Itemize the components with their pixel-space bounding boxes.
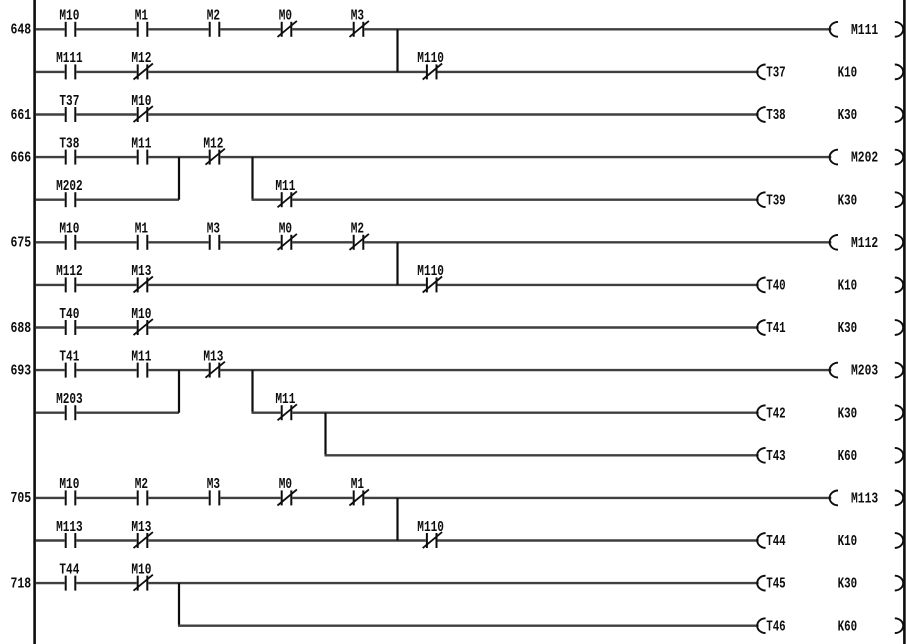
svg-text:M111: M111 [56,50,83,67]
svg-text:M10: M10 [59,221,79,238]
svg-text:T41: T41 [766,320,786,337]
svg-text:705: 705 [11,490,32,507]
svg-text:K30: K30 [838,192,858,209]
svg-text:T37: T37 [59,93,79,110]
svg-text:M113: M113 [851,491,878,508]
svg-text:T46: T46 [766,618,786,635]
svg-text:666: 666 [11,149,32,166]
svg-text:T44: T44 [59,561,79,578]
svg-text:T45: T45 [766,576,786,593]
svg-text:M110: M110 [417,519,444,536]
svg-text:M202: M202 [851,150,878,167]
svg-text:M3: M3 [207,221,220,238]
svg-text:M2: M2 [207,8,220,25]
svg-text:648: 648 [11,22,32,39]
svg-text:M110: M110 [417,50,444,67]
svg-text:T40: T40 [59,306,79,323]
svg-text:K10: K10 [838,65,858,82]
svg-text:M0: M0 [279,221,292,238]
svg-text:M10: M10 [59,476,79,493]
svg-text:M12: M12 [131,50,151,67]
svg-text:M0: M0 [279,476,292,493]
svg-text:T42: T42 [766,405,786,422]
svg-text:M11: M11 [275,391,295,408]
svg-text:M11: M11 [131,135,151,152]
svg-text:T37: T37 [766,65,786,82]
svg-text:M10: M10 [131,561,151,578]
svg-text:T38: T38 [59,135,79,152]
svg-text:M1: M1 [135,221,148,238]
svg-text:T43: T43 [766,448,786,465]
svg-text:K30: K30 [838,320,858,337]
svg-text:K30: K30 [838,576,858,593]
svg-text:K10: K10 [838,278,858,295]
svg-text:M203: M203 [56,391,83,408]
svg-text:K30: K30 [838,405,858,422]
svg-text:M3: M3 [351,8,364,25]
svg-text:M1: M1 [135,8,148,25]
svg-text:M12: M12 [203,135,223,152]
svg-text:688: 688 [11,320,32,337]
svg-text:M112: M112 [56,263,83,280]
svg-text:M11: M11 [131,348,151,365]
svg-text:T41: T41 [59,348,79,365]
svg-text:K60: K60 [838,618,858,635]
svg-text:693: 693 [11,362,32,379]
svg-text:M13: M13 [203,348,223,365]
svg-text:M13: M13 [131,519,151,536]
svg-text:M1: M1 [351,476,364,493]
svg-text:675: 675 [11,235,32,252]
svg-text:T38: T38 [766,107,786,124]
svg-text:K10: K10 [838,533,858,550]
svg-text:M3: M3 [207,476,220,493]
svg-text:M112: M112 [851,235,878,252]
svg-text:K30: K30 [838,107,858,124]
svg-text:K60: K60 [838,448,858,465]
svg-text:M11: M11 [275,178,295,195]
svg-text:718: 718 [11,575,32,592]
svg-text:T40: T40 [766,278,786,295]
svg-text:T39: T39 [766,192,786,209]
svg-text:M10: M10 [131,306,151,323]
svg-text:M113: M113 [56,519,83,536]
svg-text:T44: T44 [766,533,786,550]
svg-text:M10: M10 [59,8,79,25]
svg-text:M10: M10 [131,93,151,110]
svg-text:M111: M111 [851,22,878,39]
svg-text:M2: M2 [351,221,364,238]
svg-text:661: 661 [11,107,32,124]
svg-text:M202: M202 [56,178,83,195]
svg-text:M0: M0 [279,8,292,25]
svg-text:M110: M110 [417,263,444,280]
svg-text:M203: M203 [851,363,878,380]
svg-text:M13: M13 [131,263,151,280]
svg-text:M2: M2 [135,476,148,493]
